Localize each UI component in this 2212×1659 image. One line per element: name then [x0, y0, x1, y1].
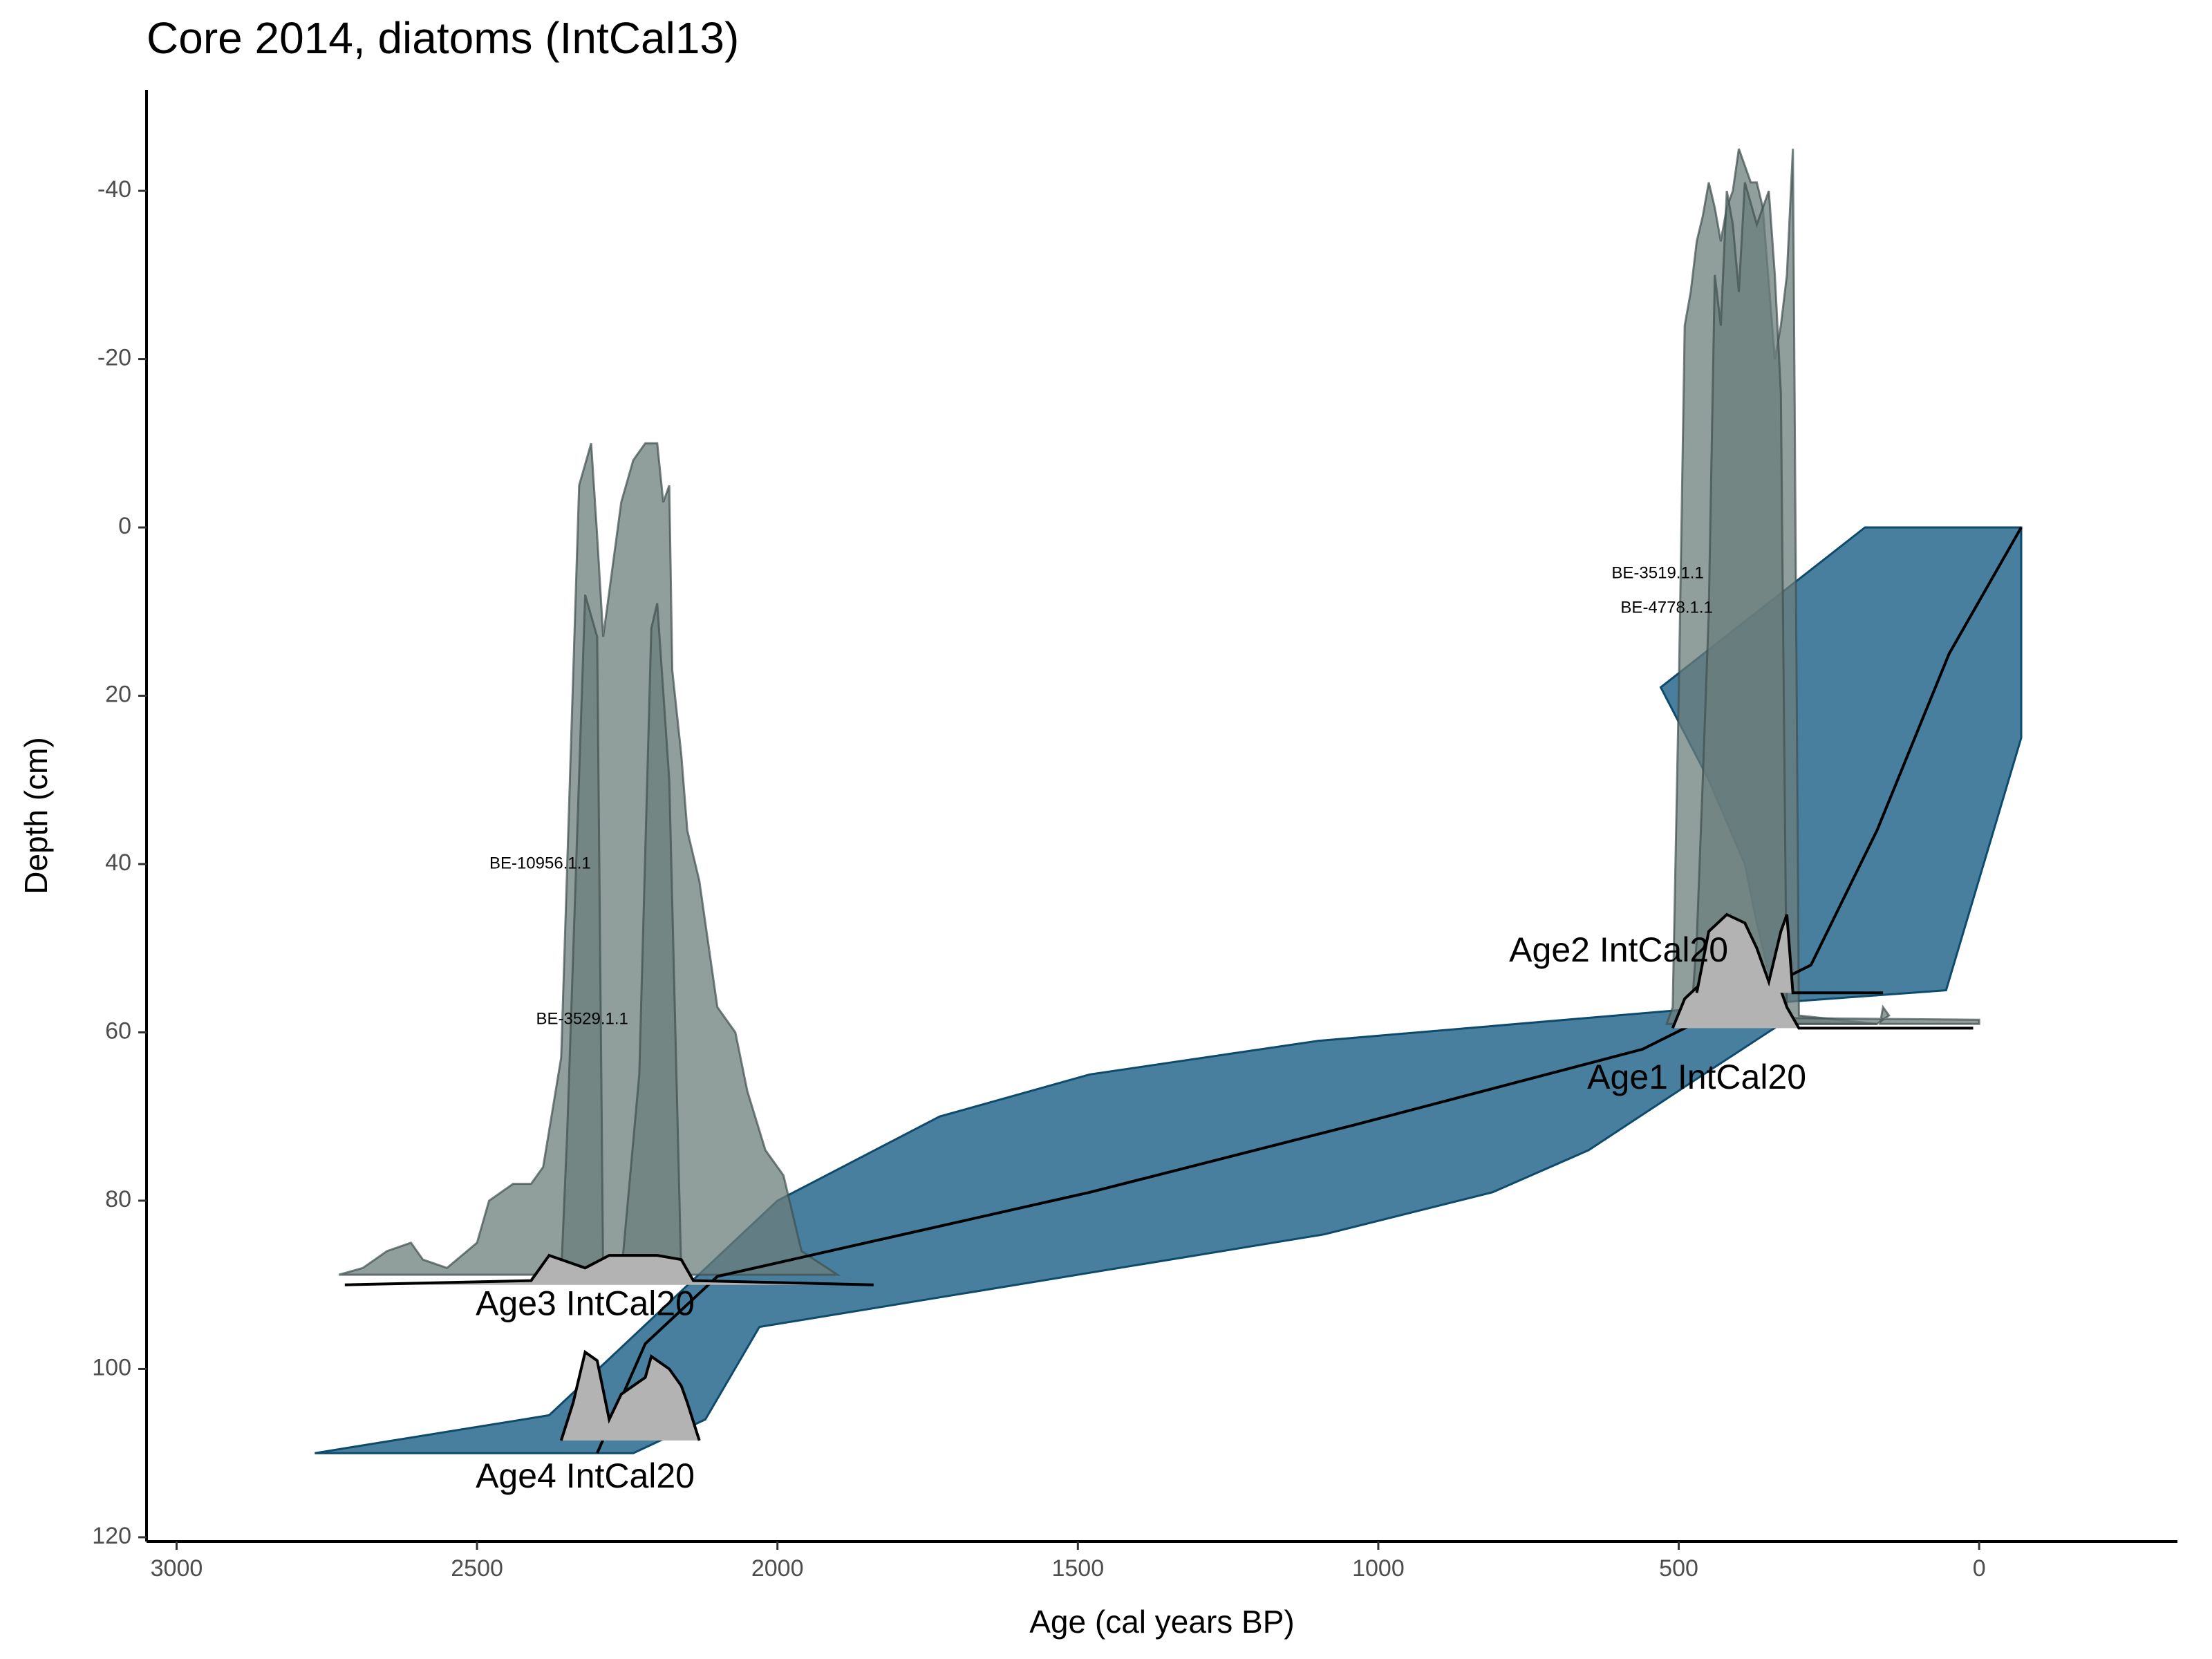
- y-tick-label-0: 0: [118, 513, 131, 539]
- x-tick-label-3000: 3000: [151, 1555, 203, 1582]
- x-tick-label-2500: 2500: [451, 1555, 503, 1582]
- median-age-line: [596, 527, 2023, 1454]
- y-tick-label-60: 60: [105, 1018, 131, 1044]
- calibrated-age-age3-intcal20-outline: [344, 1253, 874, 1286]
- age-label-age4-intcal20: Age4 IntCal20: [476, 1456, 695, 1495]
- age-label-age3-intcal20: Age3 IntCal20: [476, 1284, 695, 1322]
- x-axis-title: Age (cal years BP): [1029, 1604, 1294, 1640]
- chart-title: Core 2014, diatoms (IntCal13): [147, 13, 740, 63]
- sample-label-be-3529-1-1: BE-3529.1.1: [536, 1010, 628, 1029]
- sample-density-layer: [338, 148, 1980, 1276]
- y-tick-label--20: -20: [97, 345, 131, 371]
- age-label-age2-intcal20: Age2 IntCal20: [1509, 930, 1728, 969]
- x-tick-label-1500: 1500: [1051, 1555, 1104, 1582]
- x-tick-label-500: 500: [1659, 1555, 1698, 1582]
- x-tick-label-0: 0: [1973, 1555, 1986, 1582]
- annotation-layer: BE-3519.1.1 BE-4778.1.1 BE-10956.1.1 BE-352…: [476, 563, 1806, 1495]
- calibrated-age-age2-intcal20-fill: [1696, 915, 1884, 993]
- y-tick-label-80: 80: [105, 1186, 131, 1212]
- x-tick-label-2000: 2000: [751, 1555, 804, 1582]
- y-tick-label-20: 20: [105, 682, 131, 708]
- sample-label-be-4778-1-1: BE-4778.1.1: [1620, 598, 1712, 617]
- calibrated-age-age3-intcal20-fill: [344, 1255, 874, 1285]
- calibrated-age-age2-intcal20-outline: [1695, 912, 1884, 995]
- y-tick-label-100: 100: [92, 1354, 131, 1380]
- y-axis-title: Depth (cm): [18, 737, 54, 894]
- calibrated-age-age4-intcal20-outline: [559, 1349, 701, 1441]
- median-line-layer: [596, 527, 2023, 1454]
- age-label-age1-intcal20: Age1 IntCal20: [1587, 1058, 1806, 1096]
- sample-label-be-10956-1-1: BE-10956.1.1: [489, 854, 591, 872]
- y-tick-label-120: 120: [92, 1523, 131, 1549]
- calibrated-age-layer: [344, 912, 1974, 1441]
- calibrated-age-age4-intcal20-fill: [561, 1352, 700, 1441]
- sample-density-be-4778-1-1: [1689, 182, 1980, 1025]
- y-tick-label--40: -40: [97, 176, 131, 203]
- sample-label-be-3519-1-1: BE-3519.1.1: [1611, 563, 1703, 582]
- y-tick-label-40: 40: [105, 850, 131, 876]
- axes-layer: 3000 2500 2000 1500 1000 500 0 -40 -20 0 20 40 60 80 1…: [18, 90, 2177, 1640]
- x-tick-label-1000: 1000: [1352, 1555, 1405, 1582]
